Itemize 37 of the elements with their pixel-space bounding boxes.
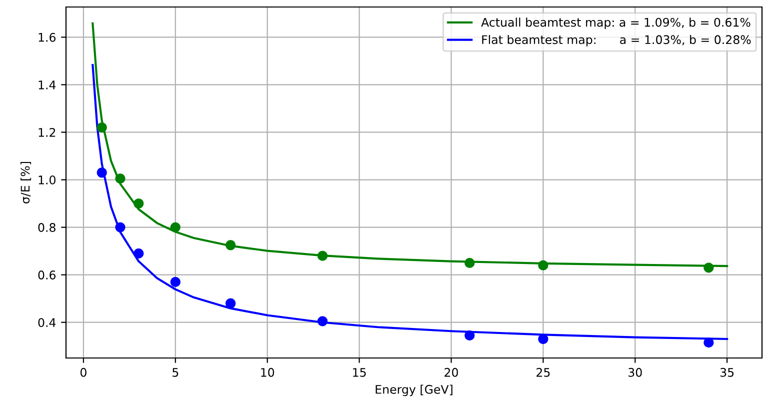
y-tick-label: 1.6 xyxy=(38,32,56,42)
point xyxy=(464,330,475,341)
point xyxy=(317,250,328,261)
legend-label: Flat beamtest map: a = 1.03%, b = 0.28% xyxy=(482,34,751,46)
y-tick-label: 0.4 xyxy=(38,318,56,328)
point xyxy=(134,198,144,209)
point xyxy=(317,316,328,326)
point xyxy=(96,122,107,133)
legend-label: Actuall beamtest map: a = 1.09%, b = 0.61% xyxy=(481,18,750,30)
x-tick-label: 10 xyxy=(261,368,274,377)
point xyxy=(538,334,548,344)
point xyxy=(96,168,107,178)
point xyxy=(225,240,236,250)
x-tick-label: 5 xyxy=(172,368,178,377)
point xyxy=(704,262,714,273)
y-tick-label: 0.6 xyxy=(38,270,56,280)
x-tick-label: 20 xyxy=(444,368,458,377)
point xyxy=(134,248,144,259)
point xyxy=(464,258,475,268)
y-tick-label: 1.0 xyxy=(38,175,56,184)
x-tick-label: 25 xyxy=(536,368,550,377)
point xyxy=(538,260,548,270)
y-tick-label: 1.4 xyxy=(38,80,56,90)
y-tick-label: 0.8 xyxy=(38,223,56,232)
point xyxy=(115,222,126,232)
point xyxy=(225,298,236,308)
x-axis-title: Energy [GeV] xyxy=(376,384,452,396)
x-tick-label: 30 xyxy=(628,368,642,377)
x-tick-label: 0 xyxy=(80,368,86,377)
point xyxy=(170,276,180,288)
point xyxy=(115,173,126,184)
x-tick-label: 15 xyxy=(353,368,366,377)
y-tick-label: 1.2 xyxy=(38,128,56,137)
x-tick-label: 35 xyxy=(720,368,734,377)
point xyxy=(170,222,180,232)
y-axis-title: σ/E [%] xyxy=(20,162,32,204)
point xyxy=(704,337,714,348)
